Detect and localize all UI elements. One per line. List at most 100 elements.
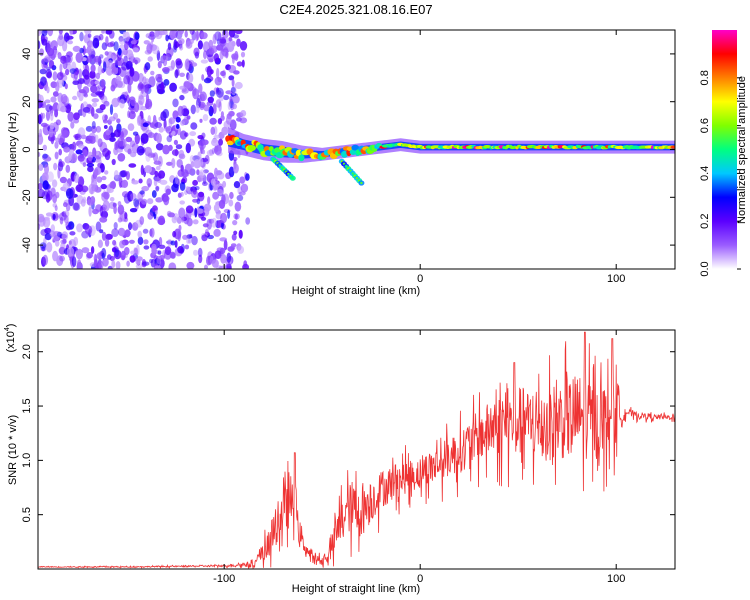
noise-blob [47,171,54,182]
noise-blob [170,240,176,246]
noise-blob [145,78,149,83]
noise-blob [44,188,50,198]
noise-blob [128,53,134,59]
noise-blob [125,136,133,143]
noise-blob [143,245,150,250]
colorbar-tick-label: 0.2 [699,214,711,229]
noise-blob [95,125,102,133]
noise-blob [85,138,93,144]
noise-blob [57,161,64,172]
noise-blob [226,263,232,269]
x-tick-label: -100 [213,573,235,585]
noise-blob [38,152,41,157]
noise-blob [60,93,68,104]
noise-blob [126,94,130,104]
noise-blob [95,72,101,80]
noise-blob [221,126,229,136]
noise-blob [52,71,58,81]
noise-blob [219,237,228,242]
noise-blob [184,244,190,250]
noise-blob [175,116,181,123]
noise-blob [177,246,184,254]
noise-blob [216,151,223,157]
noise-blob [85,125,93,132]
noise-blob [92,208,99,215]
noise-blob [95,134,99,143]
noise-blob [204,264,208,269]
noise-blob [38,40,41,50]
noise-blob [65,188,74,199]
noise-blob [203,104,210,112]
colorbar-tick-label: 0.4 [699,166,711,181]
noise-blob [200,216,207,221]
noise-blob [178,149,185,159]
noise-blob [102,119,108,124]
noise-blob [111,158,116,166]
noise-blob [86,162,95,168]
noise-blob [202,114,209,122]
noise-blob [89,70,96,79]
noise-blob [167,238,173,247]
noise-blob [88,206,92,217]
noise-blob [48,60,55,69]
noise-blob [114,59,122,66]
noise-blob [158,126,164,133]
noise-blob [119,37,125,45]
noise-blob [129,67,135,77]
noise-blob [214,250,222,259]
noise-region [38,30,251,269]
y-tick-label: 40 [21,48,33,60]
noise-blob [64,103,72,114]
noise-blob [78,68,83,80]
noise-blob [179,72,186,78]
noise-blob [208,58,214,63]
noise-blob [211,259,219,268]
noise-blob [166,161,173,166]
noise-blob [238,191,246,196]
noise-blob [56,72,64,81]
noise-blob [115,261,121,269]
noise-blob [38,99,43,109]
noise-blob [86,78,94,87]
y-tick-label: -40 [21,237,33,253]
noise-blob [113,249,122,260]
noise-blob [44,227,52,234]
noise-blob [200,32,208,40]
noise-blob [86,199,95,206]
noise-blob [124,212,128,220]
noise-blob [202,41,210,53]
noise-blob [53,162,58,171]
noise-blob [217,118,223,125]
noise-blob [150,33,155,43]
noise-blob [169,251,176,259]
noise-blob [104,170,109,175]
noise-blob [178,207,186,219]
noise-blob [87,166,94,173]
noise-blob [97,239,103,248]
noise-blob [151,45,160,55]
noise-blob [62,238,67,244]
noise-blob [104,114,108,121]
noise-blob [107,265,113,269]
noise-blob [129,208,138,213]
noise-blob [171,149,179,156]
noise-blob [241,59,245,68]
noise-blob [208,47,215,55]
noise-blob [184,59,190,71]
noise-blob [157,250,162,255]
noise-blob [203,50,207,60]
noise-blob [59,255,65,262]
noise-blob [181,88,189,94]
noise-blob [211,147,215,155]
noise-blob [55,119,62,126]
noise-blob [103,125,108,129]
noise-blob [193,159,201,169]
noise-blob [172,110,179,120]
noise-blob [190,104,196,115]
noise-blob [113,129,121,138]
noise-blob [223,239,228,251]
noise-blob [77,259,82,269]
noise-blob [225,90,233,95]
noise-blob [65,68,70,76]
x-tick-label: -100 [213,273,235,285]
